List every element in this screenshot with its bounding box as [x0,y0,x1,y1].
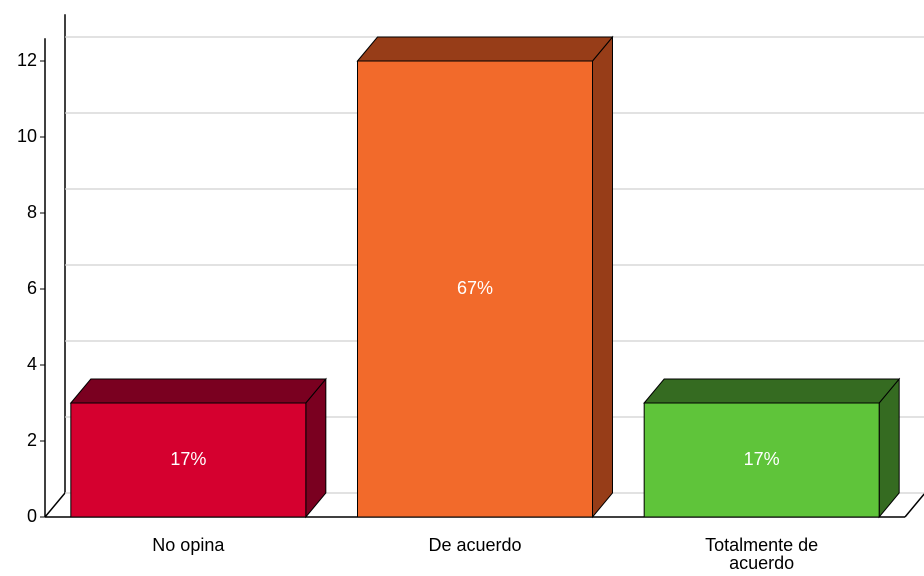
y-tick-label: 8 [27,202,37,222]
bar [357,60,593,518]
data-label: 17% [744,449,780,469]
y-tick-label: 12 [17,50,37,70]
bar-top [69,378,327,404]
x-tick-label: No opina [152,535,225,555]
bar-top [356,36,614,62]
floor-line [904,493,924,518]
bar [643,402,880,518]
y-tick-label: 2 [27,430,37,450]
data-label: 67% [457,278,493,298]
y-tick-label: 0 [27,506,37,526]
y-tick-label: 4 [27,354,37,374]
bar-side [592,35,613,519]
bar [70,402,307,518]
x-tick-label: Totalmente de acuerdo [705,535,819,573]
floor-line [44,492,66,518]
bar-top [643,378,901,404]
x-tick-label: De acuerdo [428,535,522,555]
y-tick-label: 10 [17,126,37,146]
y-tick-label: 6 [27,278,37,298]
data-label: 17% [170,449,206,469]
